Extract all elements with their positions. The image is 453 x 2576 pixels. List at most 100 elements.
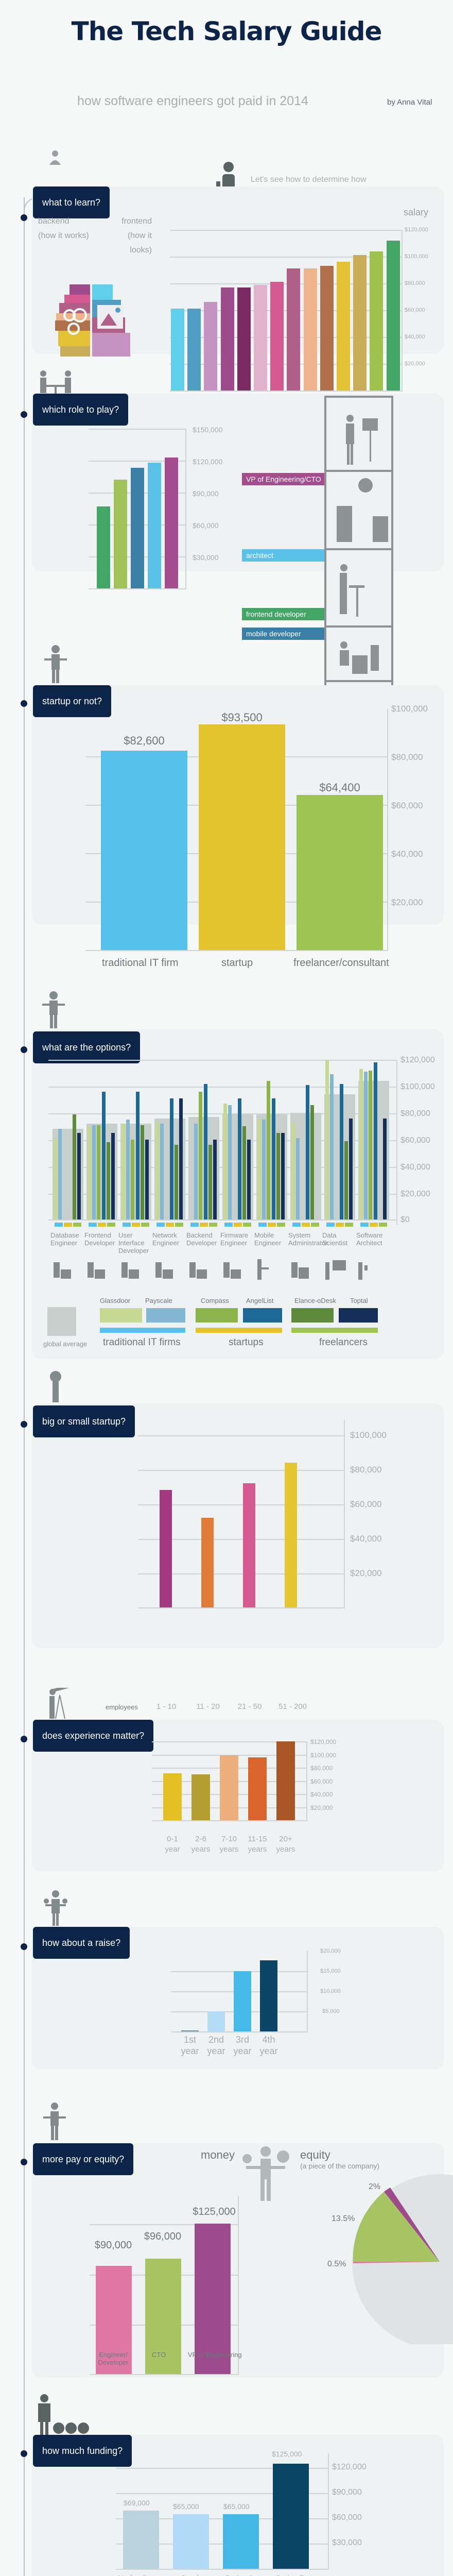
section-badge-learn: what to learn?	[33, 187, 110, 218]
group-marker	[234, 1223, 242, 1227]
source-bar	[126, 1120, 130, 1219]
timeline-line	[24, 197, 25, 2576]
standing-desk-icon	[340, 564, 364, 617]
source-bar	[383, 1118, 387, 1219]
value-label: $125,000	[193, 2206, 236, 2217]
timeline-dot	[21, 2450, 27, 2457]
role-salary-chart: $150,000 $120,000 $90,000 $60,000 $30,00…	[89, 426, 222, 589]
raise-label: 3rd year	[233, 2035, 252, 2056]
options-legend: global average Glassdoor Payscale Compas…	[43, 1297, 396, 1353]
size-bar	[201, 1517, 214, 1607]
funding-bar	[273, 2463, 309, 2569]
person-crown-money-icon	[40, 991, 67, 1031]
group-marker	[345, 1223, 353, 1227]
source-bar	[194, 1124, 198, 1219]
value-label: $96,000	[144, 2231, 182, 2242]
equity-pie-chart	[352, 2174, 453, 2344]
size-label: 11 - 20	[196, 1702, 220, 1711]
source-bar	[140, 1125, 144, 1219]
size-category-labels: 1 - 10 11 - 20 21 - 50 51 - 200	[138, 1702, 349, 1715]
source-bar	[344, 1141, 348, 1219]
source-bar	[155, 1122, 159, 1219]
value-label: $125,000	[272, 2450, 302, 2458]
source-bar	[199, 1092, 203, 1219]
source-bar	[330, 1074, 334, 1219]
language-salary-chart: $120,000 $100,000 $80,000 $60,000 $40,00…	[156, 227, 428, 440]
value-label: $65,000	[223, 2502, 250, 2511]
value-label: $64,400	[319, 781, 360, 794]
size-label: 21 - 50	[237, 1702, 262, 1711]
section-badge-funding: how much funding?	[33, 2435, 132, 2467]
frontend-label: frontend (how it looks)	[121, 217, 152, 255]
raise-label: 4th year	[259, 2035, 278, 2056]
group-marker	[55, 1223, 63, 1227]
group-marker	[123, 1223, 131, 1227]
source-bar	[359, 1069, 363, 1219]
source-bar	[271, 1098, 275, 1219]
source-bar	[349, 1118, 353, 1219]
language-bar	[370, 251, 384, 391]
experience-label: 0-1 year	[165, 1835, 180, 1854]
size-bar	[285, 1462, 297, 1607]
source-bar	[296, 1138, 300, 1219]
person-balance-icon	[242, 2145, 289, 2205]
group-marker	[98, 1223, 106, 1227]
raise-bar	[207, 2011, 225, 2031]
value-label: $93,500	[221, 711, 263, 724]
employees-label: employees	[106, 1703, 138, 1711]
section-badge-experience: does experience matter?	[33, 1720, 154, 1752]
source-bar	[257, 1120, 261, 1219]
section-badge-options: what are the options?	[33, 1031, 141, 1063]
source-bar	[228, 1105, 232, 1219]
source-bar	[88, 1126, 91, 1219]
source-bar	[77, 1133, 81, 1219]
experience-bar	[163, 1773, 182, 1820]
experience-bar	[220, 1755, 238, 1820]
source-bar	[169, 1098, 173, 1219]
source-bar	[325, 1060, 329, 1219]
language-bar	[303, 268, 317, 391]
source-bar	[174, 1145, 178, 1219]
role-category-label: Database Engineer	[50, 1231, 79, 1247]
timeline-dot	[21, 411, 27, 418]
value-label: $90,000	[94, 2240, 132, 2251]
source-bar	[281, 1133, 285, 1219]
group-marker	[156, 1223, 165, 1227]
group-marker	[141, 1223, 149, 1227]
role-category-label: System Administrator	[288, 1231, 328, 1247]
size-label: 51 - 200	[278, 1702, 307, 1711]
role-label-mobile: mobile developer	[242, 628, 324, 640]
experience-bar	[248, 1757, 267, 1820]
telescope-person-icon	[42, 1685, 71, 1722]
size-bar	[160, 1490, 172, 1607]
timeline-dot	[21, 1046, 27, 1053]
experience-chart: $120,000 $100,000 $80,000 $60,000 $40,00…	[152, 1738, 336, 1824]
source-bar	[106, 1142, 110, 1219]
role-label-frontend: frontend developer	[242, 608, 324, 620]
source-bar	[111, 1133, 115, 1219]
role-bar	[148, 463, 161, 588]
byline: by Anna Vital	[387, 98, 432, 107]
timeline-dot	[21, 2159, 27, 2165]
timeline-dot	[21, 214, 27, 221]
section-badge-role: which role to play?	[33, 394, 129, 426]
group-marker	[175, 1223, 183, 1227]
role-category-label: Frontend Developer	[84, 1231, 115, 1247]
source-bar	[247, 1140, 251, 1219]
pie-label-13pct: 13.5%	[332, 2214, 355, 2223]
source-bar	[267, 1081, 271, 1219]
group-marker	[292, 1223, 301, 1227]
source-bar	[179, 1098, 183, 1219]
source-bar	[213, 1140, 217, 1219]
language-bar	[337, 262, 350, 391]
source-bar	[131, 1140, 135, 1219]
head-illustration	[54, 284, 136, 359]
source-bar	[237, 1098, 241, 1219]
desk-worker-icon	[340, 641, 379, 674]
experience-label: 11-15 years	[248, 1835, 267, 1854]
equity-label: equity	[300, 2148, 330, 2161]
office-building-illustration	[324, 396, 393, 730]
equity-sublabel: (a piece of the company)	[300, 2162, 380, 2170]
language-bar	[254, 284, 267, 391]
role-bar	[97, 506, 110, 588]
